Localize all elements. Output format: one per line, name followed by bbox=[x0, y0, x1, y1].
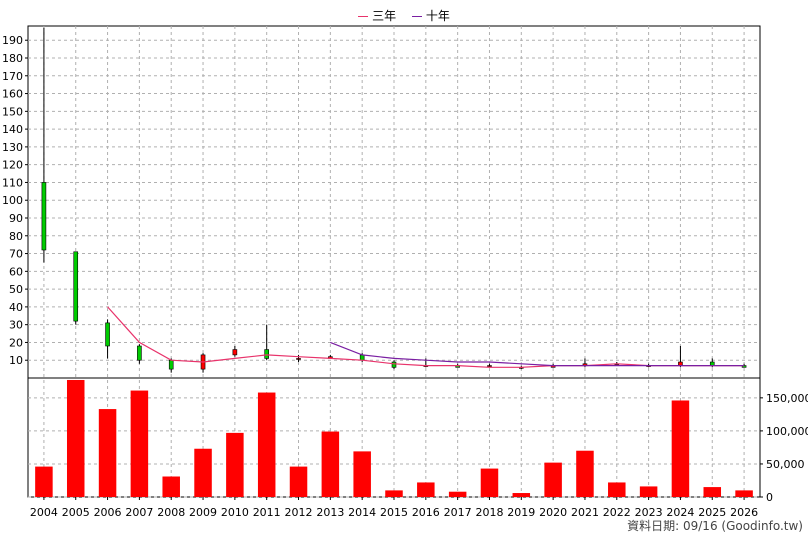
x-tick-label: 2026 bbox=[730, 506, 758, 519]
x-tick-label: 2019 bbox=[507, 506, 535, 519]
volume-bar bbox=[639, 486, 658, 497]
price-tick-label: 120 bbox=[2, 159, 23, 172]
volume-bar bbox=[35, 466, 53, 497]
price-tick-label: 60 bbox=[9, 265, 23, 278]
candle-body bbox=[73, 251, 79, 322]
volume-bar bbox=[66, 379, 85, 497]
x-tick-label: 2020 bbox=[539, 506, 567, 519]
candle-body bbox=[41, 182, 47, 251]
volume-bar bbox=[385, 490, 403, 497]
legend-item-10yr: 十年 bbox=[411, 7, 450, 24]
x-tick-label: 2011 bbox=[253, 506, 281, 519]
candle-body bbox=[137, 345, 142, 361]
x-tick-label: 2022 bbox=[603, 506, 631, 519]
legend-label-10yr: 十年 bbox=[425, 9, 450, 23]
x-tick-label: 2016 bbox=[412, 506, 440, 519]
x-tick-label: 2024 bbox=[666, 506, 694, 519]
price-tick-label: 50 bbox=[9, 283, 23, 296]
x-tick-label: 2010 bbox=[221, 506, 249, 519]
volume-bar bbox=[162, 476, 180, 497]
volume-bar bbox=[448, 491, 467, 497]
x-tick-label: 2012 bbox=[285, 506, 313, 519]
volume-bar bbox=[608, 482, 626, 497]
chart-legend: 三年 十年 bbox=[0, 7, 808, 24]
candle-body bbox=[487, 365, 492, 367]
legend-item-3yr: 三年 bbox=[358, 7, 396, 24]
volume-bar bbox=[226, 432, 244, 497]
volume-bar bbox=[289, 466, 308, 497]
volume-bar bbox=[703, 487, 722, 497]
source-note: 資料日期: 09/16 (Goodinfo.tw) bbox=[627, 519, 803, 533]
volume-bar bbox=[576, 450, 594, 497]
price-tick-label: 30 bbox=[9, 319, 23, 332]
price-tick-label: 10 bbox=[9, 354, 23, 367]
volume-bar bbox=[194, 448, 212, 497]
legend-swatch-10yr bbox=[411, 16, 422, 17]
x-tick-label: 2021 bbox=[571, 506, 599, 519]
x-tick-label: 2025 bbox=[698, 506, 726, 519]
candle-body bbox=[359, 354, 365, 361]
x-tick-label: 2009 bbox=[189, 506, 217, 519]
x-tick-label: 2007 bbox=[125, 506, 153, 519]
volume-bar bbox=[130, 390, 149, 497]
x-tick-label: 2004 bbox=[30, 506, 58, 519]
price-tick-label: 80 bbox=[9, 230, 23, 243]
x-tick-label: 2008 bbox=[157, 506, 185, 519]
candle-body bbox=[296, 358, 301, 360]
x-tick-label: 2023 bbox=[635, 506, 663, 519]
x-tick-label: 2005 bbox=[62, 506, 90, 519]
price-tick-label: 170 bbox=[2, 70, 23, 83]
legend-label-3yr: 三年 bbox=[372, 9, 397, 23]
price-tick-label: 90 bbox=[9, 212, 23, 225]
volume-bar bbox=[544, 462, 562, 497]
volume-bar bbox=[353, 451, 371, 497]
volume-tick-label: 150,000 bbox=[766, 392, 808, 405]
candle-body bbox=[105, 322, 110, 347]
price-tick-label: 40 bbox=[9, 301, 23, 314]
price-tick-label: 100 bbox=[2, 194, 23, 207]
x-tick-label: 2017 bbox=[444, 506, 472, 519]
candle-body bbox=[232, 349, 238, 356]
ma-line-10yr bbox=[330, 341, 745, 367]
volume-bar bbox=[321, 431, 340, 497]
price-tick-label: 160 bbox=[2, 88, 23, 101]
price-tick-label: 140 bbox=[2, 123, 23, 136]
price-tick-label: 190 bbox=[2, 34, 23, 47]
price-tick-label: 20 bbox=[9, 336, 23, 349]
price-tick-label: 70 bbox=[9, 248, 23, 261]
price-tick-label: 110 bbox=[2, 176, 23, 189]
volume-tick-label: 50,000 bbox=[766, 458, 805, 471]
price-tick-label: 150 bbox=[2, 105, 23, 118]
volume-bar bbox=[512, 493, 531, 497]
candle-body bbox=[264, 349, 269, 359]
volume-bar bbox=[671, 400, 690, 497]
x-tick-label: 2014 bbox=[348, 506, 376, 519]
volume-bar bbox=[98, 409, 117, 497]
volume-bar bbox=[257, 392, 276, 497]
volume-tick-label: 100,000 bbox=[766, 425, 808, 438]
candle-body bbox=[391, 361, 397, 368]
volume-tick-label: 0 bbox=[766, 491, 773, 504]
x-tick-label: 2018 bbox=[475, 506, 503, 519]
volume-bar bbox=[480, 468, 499, 497]
volume-bar bbox=[735, 490, 753, 497]
legend-swatch-3yr bbox=[358, 16, 369, 17]
price-tick-label: 180 bbox=[2, 52, 23, 65]
volume-bar bbox=[417, 482, 435, 497]
x-tick-label: 2015 bbox=[380, 506, 408, 519]
price-tick-label: 130 bbox=[2, 141, 23, 154]
x-tick-label: 2013 bbox=[316, 506, 344, 519]
x-tick-label: 2006 bbox=[94, 506, 122, 519]
candle-body bbox=[168, 359, 174, 370]
